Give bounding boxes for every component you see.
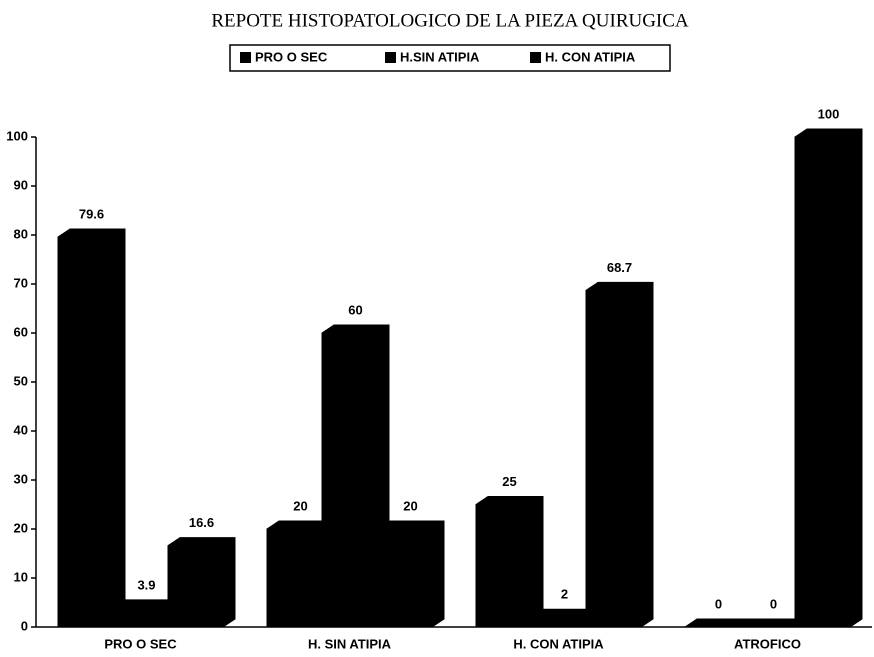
value-label: 2 [561,587,568,602]
y-tick-label: 90 [14,177,28,192]
value-label: 3.9 [137,577,155,592]
x-tick-label: H. CON ATIPIA [513,636,604,651]
legend-swatch [530,52,541,63]
legend-swatch [385,52,396,63]
bar [585,281,654,628]
value-label: 79.6 [79,206,104,221]
legend-label: PRO O SEC [255,49,328,64]
y-tick-label: 20 [14,520,28,535]
y-tick-label: 30 [14,471,28,486]
y-tick-label: 40 [14,422,28,437]
chart-title: REPOTE HISTOPATOLOGICO DE LA PIEZA QUIRU… [211,10,689,31]
y-tick-label: 100 [6,128,28,143]
bar [376,520,445,628]
value-label: 20 [403,498,417,513]
value-label: 20 [293,498,307,513]
x-tick-label: PRO O SEC [104,636,177,651]
legend-swatch [240,52,251,63]
y-tick-label: 80 [14,226,28,241]
value-label: 0 [770,596,777,611]
y-tick-label: 10 [14,569,28,584]
value-label: 16.6 [189,515,214,530]
x-tick-label: H. SIN ATIPIA [308,636,392,651]
value-label: 25 [502,474,516,489]
legend-label: H.SIN ATIPIA [400,49,480,64]
value-label: 68.7 [607,260,632,275]
x-tick-label: ATROFICO [734,636,801,651]
bar [475,496,544,628]
bar [794,128,863,628]
y-tick-label: 0 [21,618,28,633]
y-tick-label: 70 [14,275,28,290]
value-label: 100 [818,106,840,121]
value-label: 0 [715,596,722,611]
bar [57,228,126,628]
y-tick-label: 50 [14,373,28,388]
value-label: 60 [348,302,362,317]
legend-box [229,44,671,72]
legend-label: H. CON ATIPIA [545,49,636,64]
y-tick-label: 60 [14,324,28,339]
bar [167,537,236,628]
